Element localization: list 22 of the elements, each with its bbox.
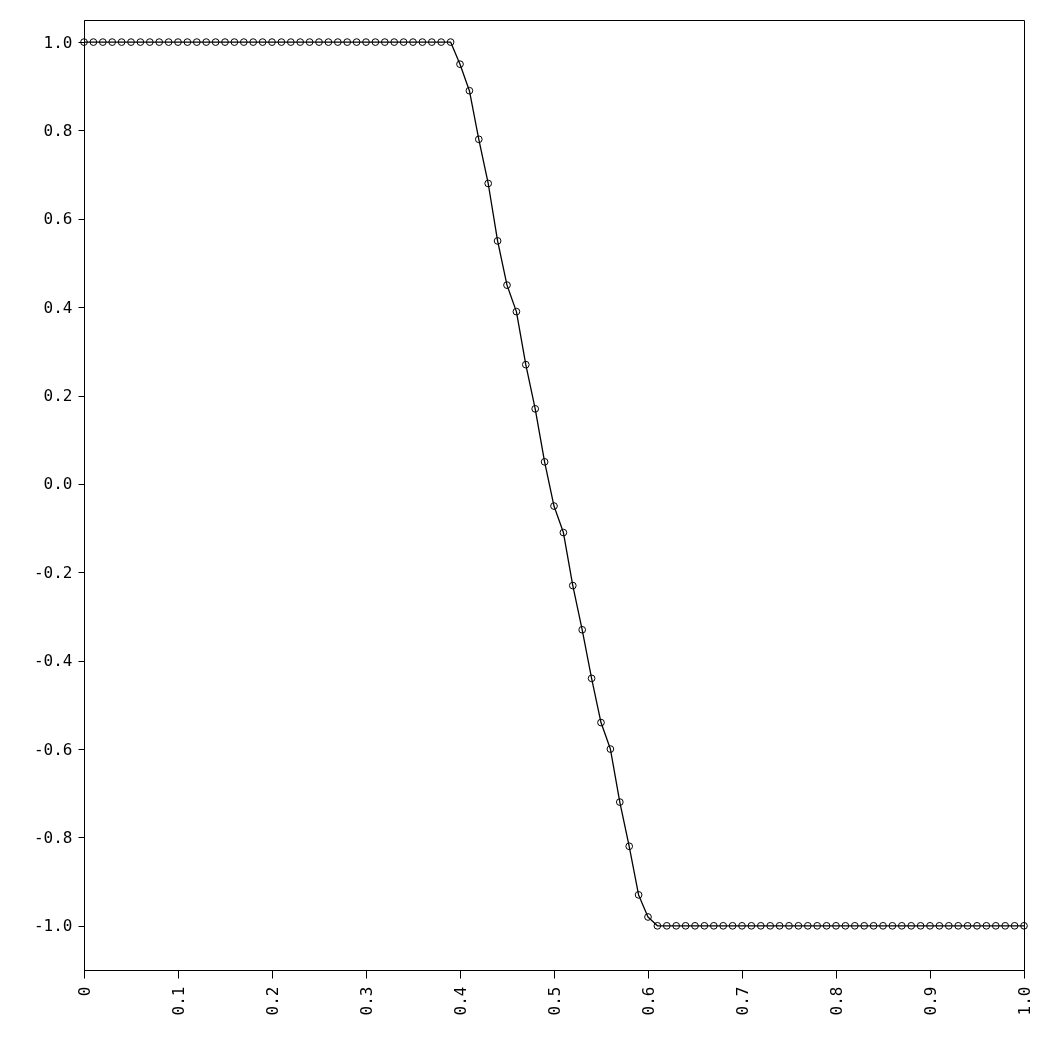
x-tick-label: 0.5 bbox=[544, 986, 564, 1016]
x-tick-label: 1.0 bbox=[1014, 986, 1034, 1016]
x-tick-label: 0.4 bbox=[450, 986, 470, 1016]
y-tick-label: 0.4 bbox=[43, 297, 73, 317]
x-tick-label: 0.7 bbox=[732, 986, 752, 1016]
y-tick-label: -0.6 bbox=[33, 739, 73, 759]
y-tick-label: 0.0 bbox=[43, 474, 73, 494]
y-tick-label: -0.4 bbox=[33, 651, 73, 671]
x-tick-label: 0.9 bbox=[920, 986, 940, 1016]
y-tick-label: -0.2 bbox=[33, 562, 73, 582]
x-tick-label: 0.3 bbox=[356, 986, 376, 1016]
x-tick-label: 0 bbox=[74, 986, 94, 997]
y-tick-label: 0.6 bbox=[43, 209, 73, 229]
y-tick-label: 1.0 bbox=[43, 32, 73, 52]
y-tick-label: 0.2 bbox=[43, 386, 73, 406]
y-tick-label: 0.8 bbox=[43, 120, 73, 140]
x-tick-label: 0.2 bbox=[262, 986, 282, 1016]
y-tick-label: -1.0 bbox=[33, 916, 73, 936]
x-tick-label: 0.6 bbox=[638, 986, 658, 1016]
y-tick-label: -0.8 bbox=[33, 827, 73, 847]
x-tick-label: 0.8 bbox=[826, 986, 846, 1016]
x-tick-label: 0.1 bbox=[168, 986, 188, 1016]
